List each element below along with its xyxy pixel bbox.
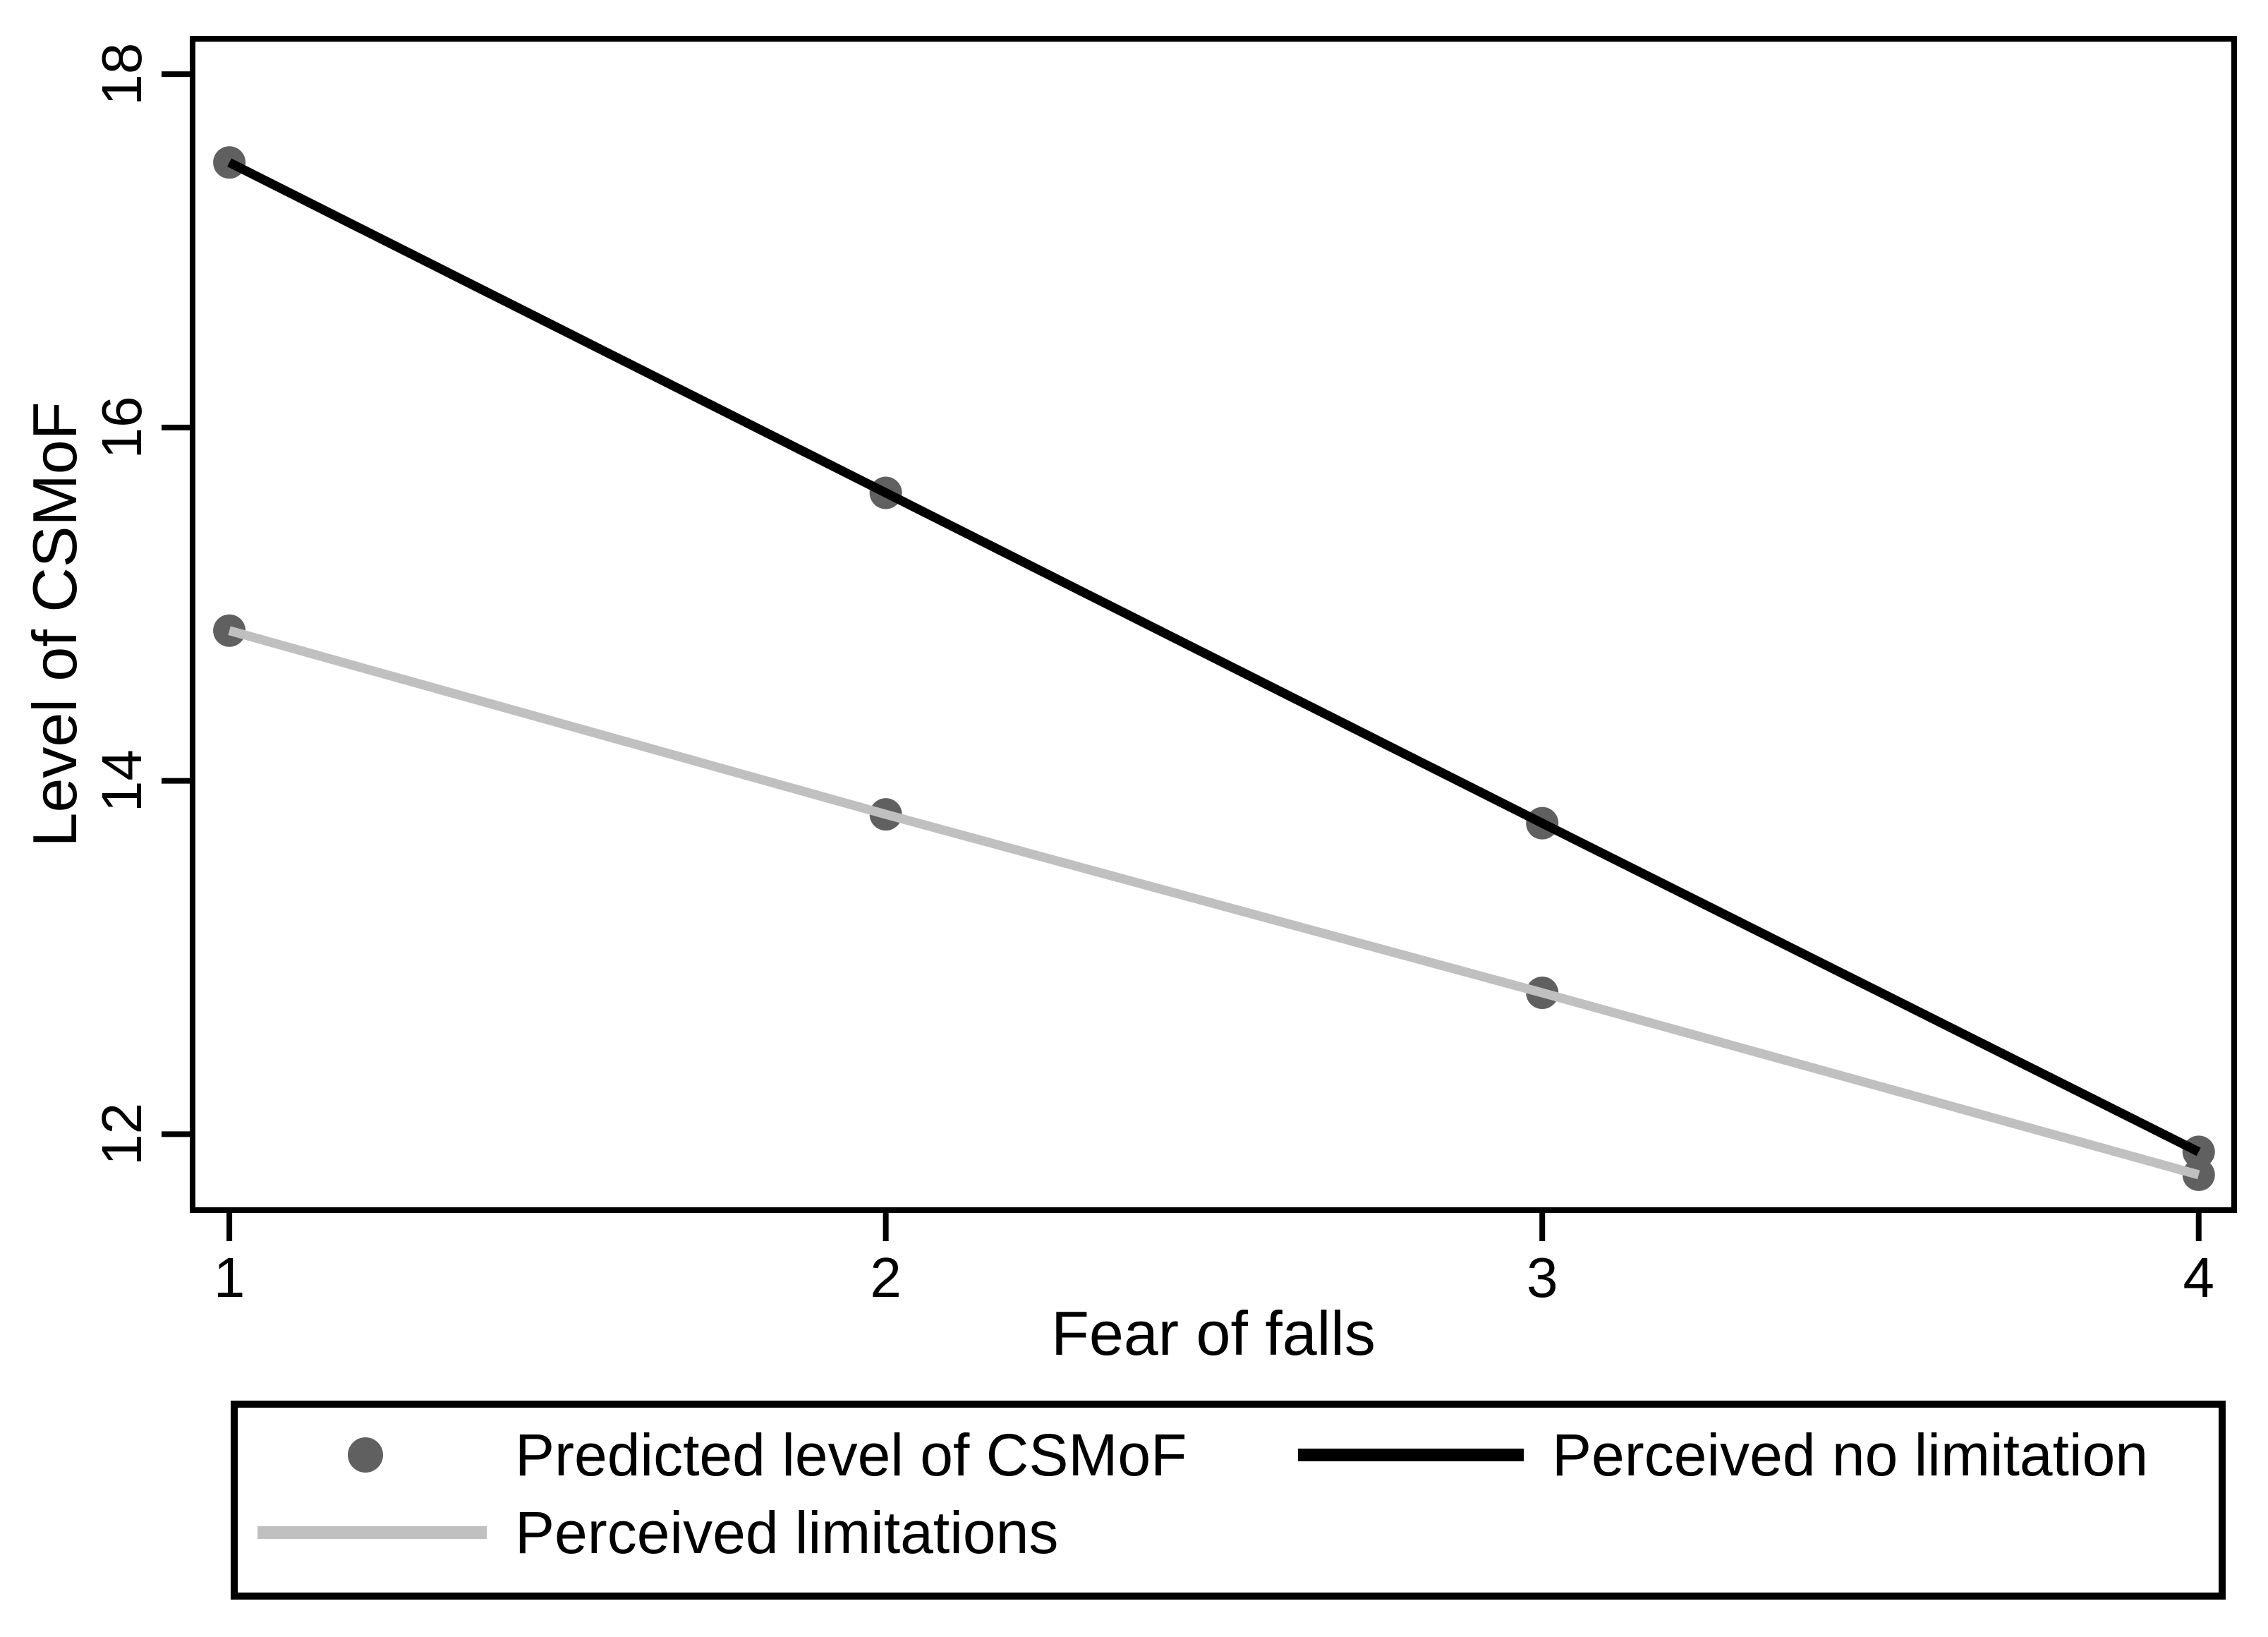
y-tick-label: 18: [90, 43, 153, 106]
x-tick-label: 3: [1527, 1246, 1558, 1309]
y-tick-label: 16: [90, 396, 153, 459]
y-tick-label: 14: [90, 749, 153, 812]
x-tick-label: 2: [870, 1246, 902, 1309]
legend-label-no-limitation: Perceived no limitation: [1552, 1422, 2148, 1488]
series-line: [227, 158, 2201, 1156]
series-line: [228, 626, 2200, 1180]
legend-label-predicted: Predicted level of CSMoF: [515, 1422, 1187, 1488]
x-tick-label: 1: [214, 1246, 245, 1309]
legend-label-limitations: Perceived limitations: [515, 1499, 1058, 1566]
legend: Predicted level of CSMoF Perceived no li…: [231, 1401, 2226, 1600]
x-tick-label: 4: [2183, 1246, 2215, 1309]
y-axis-title: Level of CSMoF: [20, 402, 90, 847]
legend-marker-dot-icon: [348, 1437, 383, 1473]
plot-frame: [190, 36, 2237, 1213]
legend-box: [231, 1401, 2226, 1600]
y-tick-label: 12: [90, 1103, 153, 1166]
x-axis-title: Fear of falls: [1051, 1298, 1376, 1368]
